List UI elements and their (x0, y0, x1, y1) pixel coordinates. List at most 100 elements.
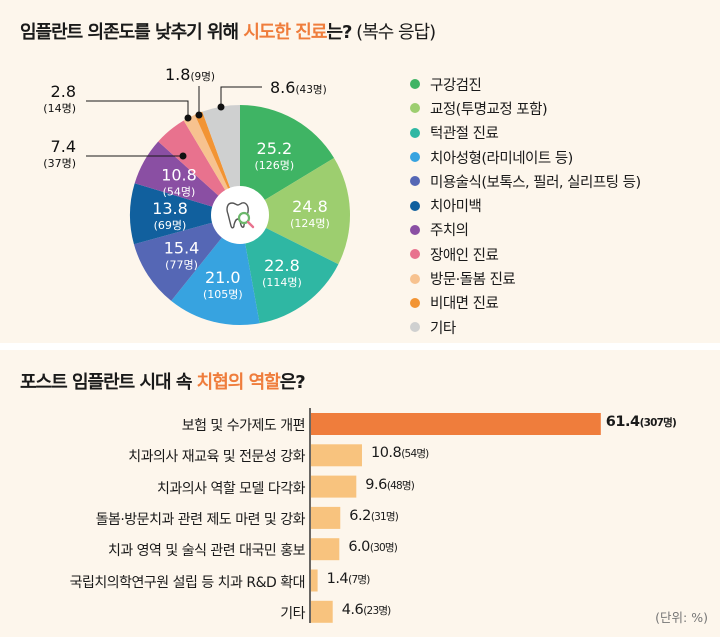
bar (311, 569, 318, 592)
bar-value-label: 6.2(31명) (349, 507, 399, 524)
pie-value-label: 25.2 (257, 139, 293, 158)
bar (311, 506, 341, 529)
pie-count-label: (37명) (43, 157, 76, 170)
bar-value-label: 10.8(54명) (370, 445, 429, 462)
pie-slice (134, 141, 240, 215)
bar-value-label: 6.0(30명) (348, 539, 398, 556)
pie-slice (130, 183, 240, 245)
legend-color-dot (410, 176, 420, 187)
callout-dot (217, 103, 225, 111)
bar (311, 413, 601, 435)
legend-color-dot (410, 322, 420, 333)
bar (311, 475, 357, 498)
bar-count-label: (48명) (386, 479, 415, 492)
legend-label: 기타 (430, 320, 456, 337)
legend-label: 방문·돌봄 진료 (430, 272, 516, 289)
legend-label: 주치의 (430, 223, 469, 240)
legend-label: 비대면 진료 (430, 296, 499, 313)
legend-label: 미용술식(보톡스, 필러, 실리프팅 등) (430, 174, 641, 191)
bar (311, 600, 333, 623)
bar-chart-title: 포스트 임플란트 시대 속 치협의 역할은? (20, 368, 306, 394)
legend-item: 턱관절 진료 (410, 121, 641, 145)
bar-count-label: (307명) (639, 417, 677, 429)
legend-item: 치아성형(라미네이트 등) (410, 145, 641, 169)
legend-item: 교정(투명교정 포함) (410, 96, 641, 120)
bar-category-label: 치과의사 재교육 및 전문성 강화 (128, 449, 305, 466)
bar-category-label: 기타 (280, 605, 305, 622)
legend-item: 장애인 진료 (410, 242, 641, 266)
pie-slice (240, 157, 350, 265)
callout-line (86, 100, 189, 118)
legend-color-dot (410, 103, 420, 114)
bar (311, 444, 362, 467)
pie-count-label: (14명) (43, 102, 76, 115)
callout-dot (179, 152, 187, 160)
pie-value-label: 22.8 (264, 256, 300, 275)
pie-chart-title: 임플란트 의존도를 낮추기 위해 시도한 진료는? (복수 응답) (20, 18, 436, 44)
bar-count-label: (30명) (369, 542, 398, 555)
pie-slice (240, 215, 339, 324)
legend-color-dot (410, 224, 420, 235)
title-suffix: 는? (326, 22, 352, 43)
pie-count-label: (124명) (290, 217, 330, 230)
legend-label: 구강검진 (430, 77, 482, 94)
pie-count-label: (126명) (254, 159, 294, 172)
bar-count-label: (31명) (370, 510, 399, 523)
bar-count-label: (23명) (363, 604, 391, 617)
bar-value-label: 1.4(7명) (326, 570, 371, 587)
bar-category-label: 보험 및 수가제도 개편 (181, 418, 306, 434)
title-highlight: 치협의 역할 (196, 372, 281, 393)
legend-color-dot (410, 200, 420, 211)
pie-value-label: 24.8 (292, 197, 328, 216)
legend-label: 턱관절 진료 (430, 126, 499, 143)
pie-panel: 임플란트 의존도를 낮추기 위해 시도한 진료는? (복수 응답) 7.4 (37… (0, 0, 720, 343)
pie-value-label: 21.0 (205, 268, 241, 287)
callout-dot (184, 114, 192, 122)
title-text: 포스트 임플란트 시대 속 (20, 372, 197, 393)
title-suffix: 은? (279, 372, 306, 393)
pie-count-label: (69명) (154, 219, 187, 232)
legend-label: 치아성형(라미네이트 등) (430, 150, 573, 167)
title-text: 임플란트 의존도를 낮추기 위해 (20, 22, 244, 43)
callout-line (220, 86, 262, 107)
pie-count-label: (114명) (262, 276, 302, 289)
legend-color-dot (410, 249, 420, 260)
bar-count-label: (7명) (348, 573, 370, 586)
pie-value-label: 10.8 (161, 166, 197, 185)
pie-slice (133, 215, 240, 301)
legend-label: 교정(투명교정 포함) (430, 101, 548, 118)
pie-count-label: (77명) (165, 258, 198, 271)
title-subtext: (복수 응답) (351, 22, 436, 43)
legend-color-dot (410, 79, 420, 90)
pie-value-label: 7.4 (51, 137, 76, 156)
bar-category-label: 돌봄·방문치과 관련 제도 마련 및 강화 (95, 511, 306, 528)
bar-category-label: 치과 영역 및 술식 관련 대국민 홍보 (107, 543, 306, 560)
bar-category-label: 국립치의학연구원 설립 등 치과 R&D 확대 (69, 574, 306, 591)
legend-item: 치아미백 (410, 193, 641, 217)
pie-count-label: (105명) (203, 288, 243, 301)
legend-item: 방문·돌봄 진료 (410, 266, 641, 290)
legend-color-dot (410, 297, 420, 308)
pie-count-label: (43명) (295, 84, 326, 96)
pie-value-label: 15.4 (164, 238, 200, 257)
pie-slice (202, 105, 240, 215)
title-highlight: 시도한 진료 (243, 22, 327, 43)
pie-count-label: (9명) (190, 71, 215, 83)
legend-color-dot (410, 127, 420, 138)
bar-count-label: (54명) (401, 448, 429, 461)
legend-item: 비대면 진료 (410, 291, 641, 315)
bar (311, 538, 340, 561)
legend-label: 장애인 진료 (430, 247, 499, 264)
unit-label: (단위: %) (655, 610, 708, 625)
tooth-magnifier-icon (226, 202, 255, 229)
bar-value-label: 4.6(23명) (341, 601, 392, 618)
legend-item: 주치의 (410, 218, 641, 242)
pie-count-label: (54명) (163, 186, 196, 199)
pie-chart: 7.4(37명)2.8(14명)1.8(9명)8.6(43명) 25.2(126… (43, 65, 350, 325)
pie-value-label: 13.8 (152, 199, 188, 218)
callout-dot (195, 111, 203, 119)
bar-category-label: 치과의사 역할 모델 다각화 (156, 480, 306, 497)
bar-panel: 포스트 임플란트 시대 속 치협의 역할은? (0, 350, 720, 637)
